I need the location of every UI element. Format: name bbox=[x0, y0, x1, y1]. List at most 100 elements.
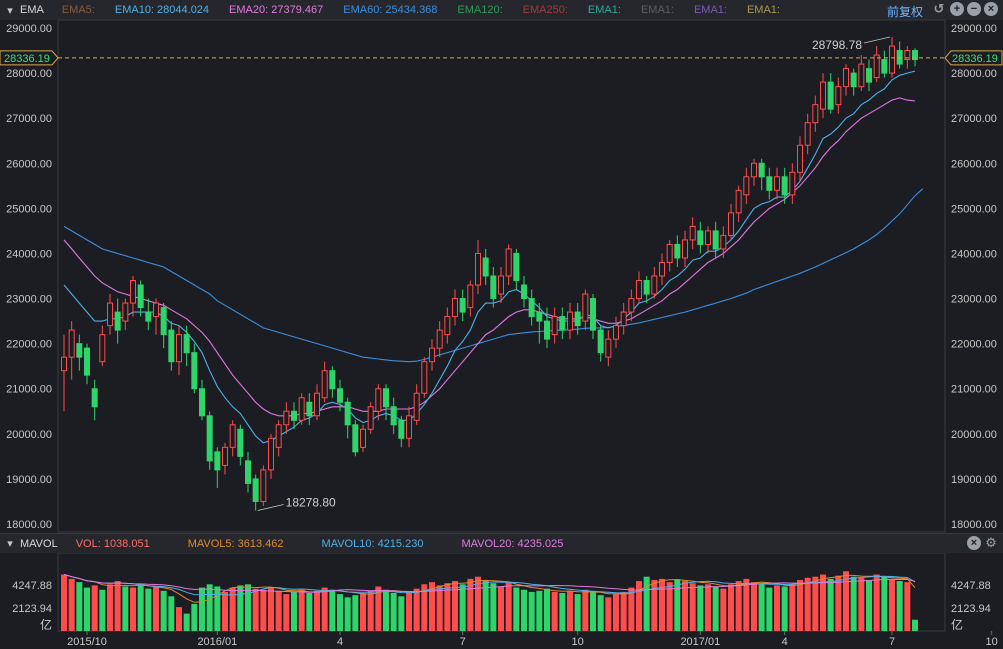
x-tick-label: 7 bbox=[460, 636, 466, 648]
volume-bar bbox=[590, 591, 596, 631]
volume-bar bbox=[314, 590, 320, 631]
volume-bar bbox=[613, 594, 619, 631]
price-tick-right: 21000.00 bbox=[951, 384, 997, 396]
price-tick-left: 23000.00 bbox=[6, 294, 52, 306]
candle-body bbox=[643, 280, 650, 295]
volume-bar bbox=[735, 581, 742, 631]
volume-bar bbox=[774, 585, 780, 631]
candle-body bbox=[574, 311, 581, 327]
volume-bar bbox=[843, 571, 849, 631]
indicator-name[interactable]: EMA bbox=[20, 4, 44, 16]
candle-body bbox=[850, 72, 857, 88]
candle-body bbox=[636, 280, 642, 300]
volume-bar bbox=[275, 590, 282, 631]
volume-indicator-name[interactable]: MAVOL bbox=[20, 537, 58, 550]
candle-body bbox=[881, 59, 888, 74]
candle-body bbox=[429, 347, 435, 363]
candle-body bbox=[160, 307, 167, 336]
legend-item: VOL: 1038.051 bbox=[75, 537, 150, 550]
volume-bar bbox=[766, 587, 773, 631]
price-chart[interactable]: 29000.00 29000.00 28000.00 28000.00 27000.00… bbox=[0, 0, 1003, 533]
volume-bar bbox=[820, 574, 826, 631]
price-tick-left: 25000.00 bbox=[6, 203, 52, 215]
volume-bar bbox=[61, 574, 67, 631]
volume-bar bbox=[390, 593, 397, 631]
collapse-icon[interactable]: ▾ bbox=[7, 538, 13, 550]
volume-bar bbox=[153, 586, 159, 631]
volume-bar bbox=[91, 585, 98, 631]
candle-body bbox=[153, 302, 159, 318]
close-icon[interactable]: × bbox=[984, 2, 998, 16]
volume-bar bbox=[444, 583, 451, 631]
volume-bar bbox=[214, 586, 221, 631]
volume-bar bbox=[84, 587, 90, 631]
candle-body bbox=[651, 275, 658, 295]
volume-bar bbox=[712, 586, 719, 631]
candle-body bbox=[789, 171, 796, 196]
ema10-line bbox=[63, 70, 916, 444]
candle-body bbox=[666, 243, 673, 263]
volume-bar bbox=[68, 578, 75, 631]
legend-item: EMA250: bbox=[522, 4, 568, 16]
volume-bar bbox=[222, 591, 228, 631]
adjust-mode-label[interactable]: 前复权 bbox=[887, 5, 924, 19]
candle-body bbox=[613, 325, 619, 340]
candle-body bbox=[567, 311, 573, 331]
undo-icon[interactable]: ↺ bbox=[933, 1, 945, 16]
zoom-out-icon[interactable]: − bbox=[967, 2, 981, 16]
volume-bar bbox=[130, 587, 136, 631]
volume-bar bbox=[896, 581, 903, 631]
ema-indicator-bar: ▾ EMA EMA5: EMA10: 28044.024 EMA20: 27379.… bbox=[0, 0, 1003, 20]
candle-body bbox=[590, 298, 596, 331]
low-annotation: 18278.80 bbox=[286, 495, 336, 509]
candle-body bbox=[781, 176, 788, 196]
volume-bar bbox=[850, 576, 857, 631]
volume-bar bbox=[360, 593, 366, 631]
candle-body bbox=[84, 347, 90, 376]
candle-body bbox=[521, 284, 527, 300]
candle-body bbox=[873, 54, 880, 79]
volume-bar bbox=[176, 607, 182, 631]
candle-body bbox=[237, 428, 244, 457]
candle-body bbox=[482, 257, 489, 277]
candle-body bbox=[260, 469, 267, 502]
candle-body bbox=[835, 86, 842, 106]
high-annotation: 28798.78 bbox=[812, 38, 862, 52]
candle-body bbox=[199, 388, 205, 417]
candle-body bbox=[674, 243, 681, 259]
volume-bar bbox=[183, 613, 190, 631]
price-tick-left: 21000.00 bbox=[6, 384, 52, 396]
volume-bar bbox=[804, 577, 811, 631]
volume-bar bbox=[245, 584, 251, 631]
candle-body bbox=[413, 392, 420, 421]
candle-body bbox=[620, 311, 627, 327]
candle-body bbox=[766, 176, 773, 191]
candle-body bbox=[245, 460, 251, 484]
candle-body bbox=[229, 424, 236, 448]
close-icon[interactable]: × bbox=[967, 536, 981, 550]
volume-tick-right: 4247.88 bbox=[951, 580, 991, 592]
volume-chart[interactable]: 4247.88 4247.88 2123.94 2123.94 亿 亿 2015/10 201… bbox=[0, 553, 1003, 649]
gear-icon[interactable]: ⚙ bbox=[985, 535, 997, 550]
zoom-in-icon[interactable]: + bbox=[950, 2, 964, 16]
current-price-tag-left bbox=[0, 50, 59, 66]
volume-bar bbox=[674, 579, 681, 631]
candle-body bbox=[329, 370, 336, 390]
volume-unit-left: 亿 bbox=[40, 617, 52, 632]
candle-body bbox=[528, 298, 535, 318]
candle-body bbox=[697, 230, 704, 245]
candle-body bbox=[827, 81, 834, 110]
collapse-icon[interactable]: ▾ bbox=[7, 4, 13, 17]
candle-body bbox=[398, 419, 405, 439]
price-tick-left: 20000.00 bbox=[6, 429, 52, 441]
volume-bar bbox=[705, 584, 711, 631]
candle-body bbox=[797, 144, 803, 173]
volume-bar bbox=[513, 587, 520, 631]
legend-item: EMA1: bbox=[587, 4, 621, 16]
volume-bar bbox=[229, 587, 236, 631]
volume-bar bbox=[505, 582, 512, 631]
current-price-label-right: 28336.19 bbox=[952, 53, 998, 65]
candle-body bbox=[513, 252, 520, 282]
candle-body bbox=[130, 280, 136, 304]
volume-bar bbox=[467, 578, 474, 631]
